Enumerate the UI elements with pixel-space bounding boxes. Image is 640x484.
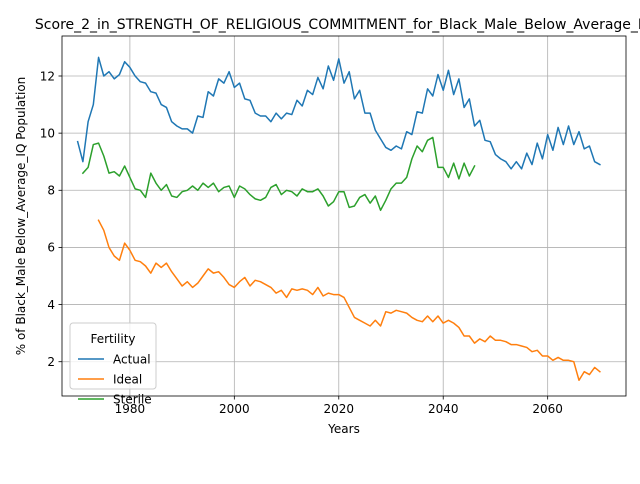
y-tick-label: 12 (40, 69, 55, 83)
x-tick-label: 2060 (532, 402, 563, 416)
series-line-actual (76, 56, 601, 170)
plot-frame (61, 35, 627, 397)
y-tick-label: 4 (47, 298, 55, 312)
legend-label-sterile: Sterile (113, 392, 152, 406)
chart-title: Score_2_in_STRENGTH_OF_RELIGIOUS_COMMITM… (35, 17, 640, 33)
x-axis-label: Years (327, 422, 360, 436)
legend-title: Fertility (90, 332, 135, 346)
legend-box (69, 322, 157, 390)
x-tick-label: 2000 (219, 402, 250, 416)
legend-entries: Actual Ideal Sterile (78, 352, 152, 406)
ticks: 1980 2000 2020 2040 2060 2 4 6 8 10 12 (40, 69, 563, 416)
y-tick-label: 2 (47, 355, 55, 369)
x-tick-label: 2040 (428, 402, 459, 416)
legend-label-actual: Actual (113, 352, 151, 366)
y-axis-label: % of Black_Male Below_Average_IQ Populat… (14, 77, 28, 356)
series-line-ideal (97, 219, 601, 382)
x-tick-label: 2020 (324, 402, 355, 416)
legend: Fertility Actual Ideal Sterile (69, 322, 157, 406)
series-layer (76, 56, 601, 382)
y-tick-label: 6 (47, 241, 55, 255)
y-tick-label: 8 (47, 184, 55, 198)
x-tick-label: 1980 (115, 402, 146, 416)
legend-label-ideal: Ideal (113, 372, 142, 386)
y-tick-label: 10 (40, 126, 55, 140)
series-line-sterile (81, 136, 476, 212)
